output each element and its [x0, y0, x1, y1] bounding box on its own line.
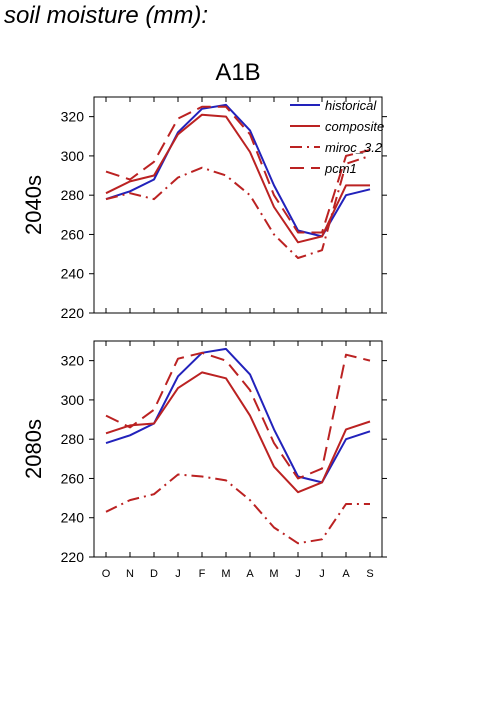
panel-2040s: 220 240 260 280 300 320 2040s A1B historical comp… — [21, 59, 387, 321]
plot-frame — [93, 340, 383, 558]
y-tick-label: 240 — [61, 266, 85, 282]
y-tick-label: 240 — [61, 510, 85, 526]
series-line-pcm1 — [105, 105, 371, 234]
panel-title: A1B — [215, 59, 260, 86]
x-tick-label: M — [269, 568, 278, 580]
x-tick-label: N — [126, 568, 134, 580]
y-tick-label: 280 — [61, 187, 85, 203]
series-line-miroc-3-2 — [105, 473, 370, 545]
x-tick-label: O — [102, 568, 111, 580]
y-tick-label: 260 — [61, 226, 85, 242]
row-label: 2080s — [21, 419, 46, 479]
x-tick-label: A — [246, 568, 254, 580]
series-line-composite — [105, 113, 370, 244]
y-tick-label: 220 — [61, 549, 85, 565]
x-tick-label: M — [221, 568, 230, 580]
series-line-composite — [105, 371, 371, 494]
series-line-miroc-3-2 — [105, 154, 371, 259]
x-tick-label: J — [295, 568, 301, 580]
series-line-pcm1 — [105, 351, 371, 480]
y-tick-label: 260 — [61, 470, 85, 486]
y-tick-label: 300 — [61, 148, 85, 164]
y-tick-label: 280 — [61, 431, 85, 447]
x-tick-label: A — [342, 568, 350, 580]
figure-title: soil moisture (mm): — [4, 2, 209, 29]
row-label: 2040s — [21, 175, 46, 235]
legend-label: composite — [325, 119, 384, 134]
x-tick-label: S — [366, 568, 373, 580]
y-tick-label: 320 — [61, 353, 85, 369]
legend-label: miroc_3.2 — [325, 140, 383, 155]
x-tick-label: D — [150, 568, 158, 580]
plot-frame — [93, 96, 383, 314]
x-tick-label: F — [199, 568, 206, 580]
y-tick-label: 320 — [61, 109, 85, 125]
x-tick-label: J — [175, 568, 181, 580]
legend-label: historical — [325, 98, 377, 113]
y-tick-label: 300 — [61, 392, 85, 408]
x-tick-label: J — [319, 568, 325, 580]
panel-2080s: O N D J F M A M J J A S 220 240 260 280 300 320 2080s — [21, 340, 387, 580]
legend: historical composite miroc_3.2 pcm1 — [290, 98, 384, 176]
y-tick-label: 220 — [61, 305, 85, 321]
legend-label: pcm1 — [324, 161, 357, 176]
